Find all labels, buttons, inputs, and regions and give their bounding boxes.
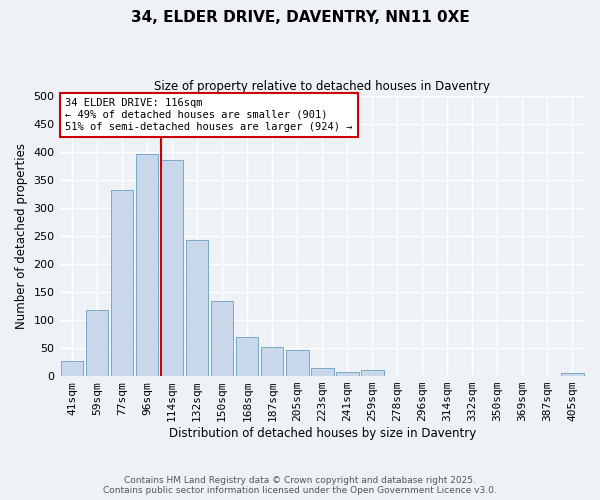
Bar xyxy=(186,240,208,376)
Text: Contains HM Land Registry data © Crown copyright and database right 2025.
Contai: Contains HM Land Registry data © Crown c… xyxy=(103,476,497,495)
Bar xyxy=(111,190,133,376)
X-axis label: Distribution of detached houses by size in Daventry: Distribution of detached houses by size … xyxy=(169,427,476,440)
Bar xyxy=(61,361,83,376)
Bar xyxy=(136,154,158,376)
Bar xyxy=(361,370,383,376)
Title: Size of property relative to detached houses in Daventry: Size of property relative to detached ho… xyxy=(154,80,490,93)
Bar xyxy=(236,338,259,376)
Text: 34 ELDER DRIVE: 116sqm
← 49% of detached houses are smaller (901)
51% of semi-de: 34 ELDER DRIVE: 116sqm ← 49% of detached… xyxy=(65,98,352,132)
Bar xyxy=(311,368,334,376)
Bar xyxy=(211,302,233,376)
Bar xyxy=(286,350,308,376)
Text: 34, ELDER DRIVE, DAVENTRY, NN11 0XE: 34, ELDER DRIVE, DAVENTRY, NN11 0XE xyxy=(131,10,469,25)
Bar xyxy=(161,160,184,376)
Bar xyxy=(336,372,359,376)
Bar xyxy=(561,374,584,376)
Y-axis label: Number of detached properties: Number of detached properties xyxy=(15,143,28,329)
Bar xyxy=(261,348,283,376)
Bar xyxy=(86,310,109,376)
